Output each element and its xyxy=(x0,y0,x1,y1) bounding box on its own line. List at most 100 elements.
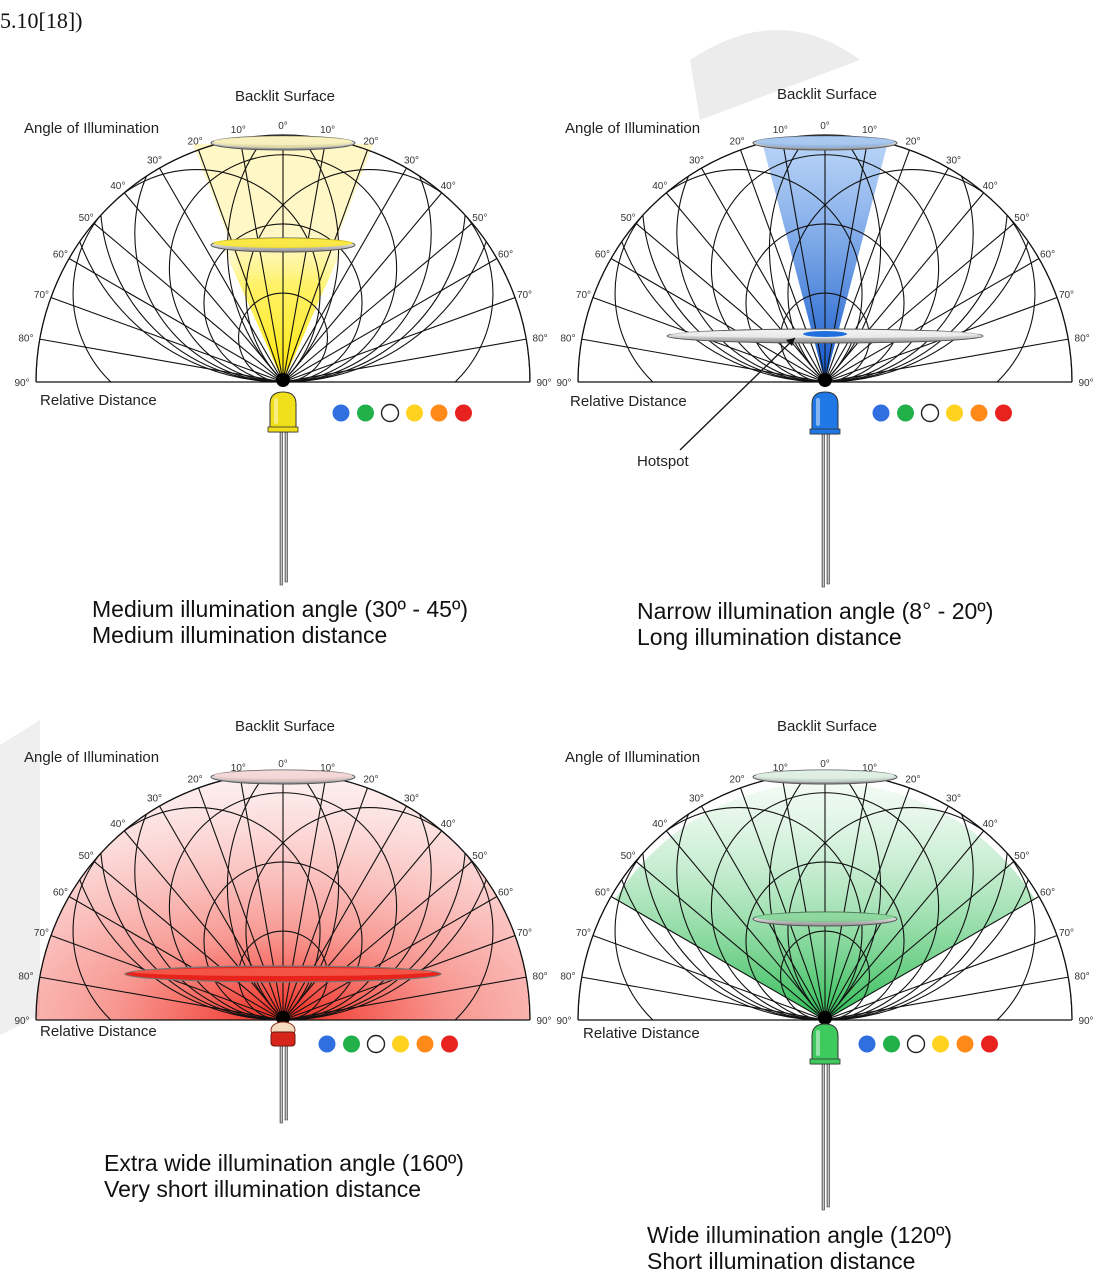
color-option-dot xyxy=(406,404,423,422)
angle-tick-label: 50° xyxy=(1014,851,1029,862)
backlit-surface-label: Backlit Surface xyxy=(235,88,335,105)
led-body xyxy=(270,1031,296,1047)
header-fragment: 5.10[18]) xyxy=(0,8,82,33)
distance-ring-offaxis xyxy=(787,807,1036,1020)
angle-tick-label: 30° xyxy=(946,793,961,804)
radial-line xyxy=(282,167,407,382)
angle-of-illumination-label: Angle of Illumination xyxy=(565,749,700,766)
distance-ring xyxy=(134,135,432,382)
angle-tick-label: 50° xyxy=(472,213,487,224)
radial-line xyxy=(282,805,407,1020)
led-body xyxy=(811,1023,839,1065)
radial-line xyxy=(68,896,284,1020)
caption-line-2: Medium illumination distance xyxy=(92,622,387,648)
caption-line-2: Long illumination distance xyxy=(637,624,902,650)
radial-line xyxy=(282,222,473,382)
radial-line xyxy=(701,805,826,1020)
disc-tint xyxy=(755,770,895,782)
angle-tick-label: 30° xyxy=(404,793,419,804)
radial-line xyxy=(824,787,910,1020)
led-lead xyxy=(284,1043,288,1121)
radial-line xyxy=(610,258,826,382)
angle-tick-label: 60° xyxy=(53,888,68,899)
hotspot-pointer xyxy=(679,337,796,451)
polar-outline-top xyxy=(577,134,1073,383)
angle-tick-label: 0° xyxy=(820,759,830,770)
angle-tick-label: 10° xyxy=(231,125,246,136)
caption-line-1: Narrow illumination angle (8° - 20º) xyxy=(637,598,993,624)
radial-line xyxy=(824,192,985,382)
color-option-dot xyxy=(932,1035,949,1053)
backlit-surface-label: Backlit Surface xyxy=(777,86,877,103)
color-option-dot xyxy=(332,404,350,422)
angle-tick-label: 0° xyxy=(278,121,288,132)
angle-tick-label: 70° xyxy=(517,928,532,939)
light-source-point xyxy=(276,1011,290,1025)
led-rim xyxy=(809,428,841,435)
distance-ring-offaxis xyxy=(614,807,863,1020)
radial-line xyxy=(665,192,826,382)
angle-tick-label: 90° xyxy=(556,378,571,389)
angle-tick-label: 70° xyxy=(1059,290,1074,301)
angle-tick-label: 40° xyxy=(652,819,667,830)
backlit-surface-label: Backlit Surface xyxy=(777,718,877,735)
radial-line xyxy=(610,896,826,1020)
distance-ring xyxy=(745,861,905,1020)
angle-tick-label: 60° xyxy=(595,888,610,899)
radial-line xyxy=(159,167,284,382)
radial-line xyxy=(282,149,368,382)
angle-tick-label: 80° xyxy=(1075,971,1090,982)
hotspot-mark xyxy=(803,331,847,337)
angle-tick-label: 20° xyxy=(363,774,378,785)
angle-tick-label: 90° xyxy=(1078,378,1093,389)
color-option-dot xyxy=(380,403,400,423)
color-option-dot xyxy=(366,1034,386,1054)
angle-tick-label: 80° xyxy=(560,333,575,344)
color-option-dot xyxy=(883,1035,900,1053)
radial-line xyxy=(282,860,473,1020)
angle-tick-label: 0° xyxy=(820,121,830,132)
radial-line xyxy=(824,167,949,382)
angle-tick-label: 60° xyxy=(498,250,513,261)
led-lead xyxy=(821,433,825,588)
angle-tick-label: 10° xyxy=(862,125,877,136)
radial-line xyxy=(824,222,1015,382)
angle-tick-label: 50° xyxy=(1014,213,1029,224)
radial-line xyxy=(824,805,949,1020)
led-shine xyxy=(816,398,820,426)
distance-ring-offaxis xyxy=(72,169,321,382)
radial-line xyxy=(68,258,284,382)
distance-ring-offaxis xyxy=(614,169,863,382)
angle-tick-label: 70° xyxy=(34,928,49,939)
led-lead xyxy=(826,433,830,585)
distance-ring xyxy=(710,792,940,1020)
led-body xyxy=(811,391,839,435)
angle-tick-label: 30° xyxy=(946,155,961,166)
angle-tick-label: 40° xyxy=(441,181,456,192)
panel-blue: 0° 10° 10° 20° 20° 30° 30° 40° 40° 50° 50° 60° 60° 70… xyxy=(556,86,1093,650)
radial-line xyxy=(282,138,327,382)
hotspot-label: Hotspot xyxy=(637,453,690,470)
radial-line xyxy=(824,776,869,1020)
radial-line xyxy=(824,830,985,1020)
angle-tick-label: 70° xyxy=(576,290,591,301)
angle-tick-label: 60° xyxy=(498,888,513,899)
color-option-dot xyxy=(441,1035,458,1053)
led-lead xyxy=(279,1043,283,1124)
angle-tick-label: 20° xyxy=(730,774,745,785)
radial-line xyxy=(123,830,284,1020)
color-option-dot xyxy=(872,404,890,422)
angle-tick-label: 80° xyxy=(1075,333,1090,344)
relative-distance-label: Relative Distance xyxy=(40,392,157,409)
angle-tick-label: 30° xyxy=(689,793,704,804)
angle-tick-label: 40° xyxy=(983,181,998,192)
angle-tick-label: 20° xyxy=(363,136,378,147)
light-source-point xyxy=(276,373,290,387)
disc-tint xyxy=(213,136,353,148)
color-option-dot xyxy=(897,404,914,422)
angle-of-illumination-label: Angle of Illumination xyxy=(565,120,700,137)
angle-tick-label: 10° xyxy=(773,763,788,774)
led-rim xyxy=(267,426,299,433)
distance-ring-offaxis xyxy=(768,773,1072,1020)
